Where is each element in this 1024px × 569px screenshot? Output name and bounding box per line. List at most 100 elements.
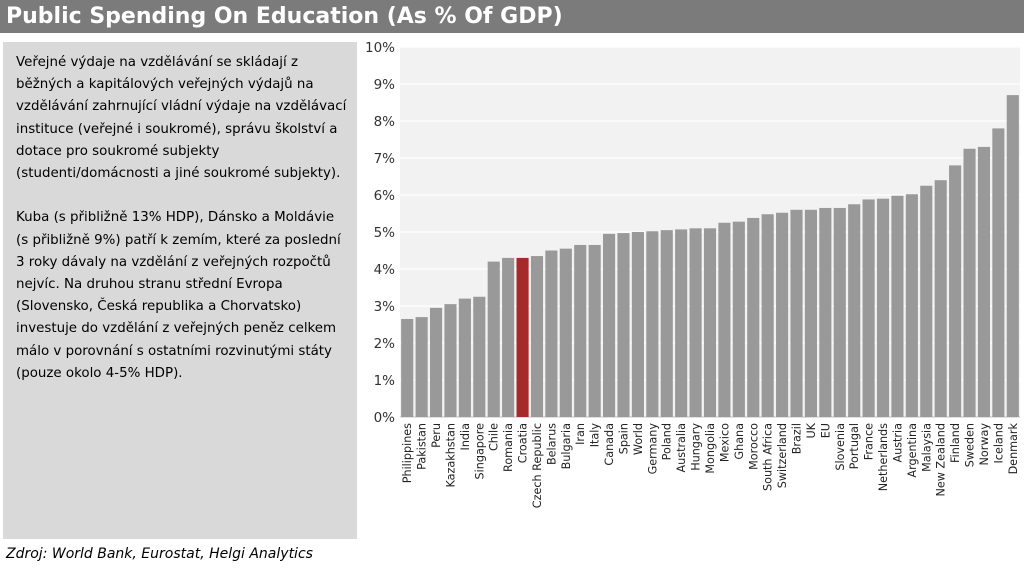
x-tick-label: Portugal	[848, 423, 861, 469]
x-tick-label: New Zealand	[935, 423, 948, 497]
bar	[530, 256, 544, 417]
bar	[905, 194, 918, 417]
description-panel: Veřejné výdaje na vzdělávání se skládají…	[3, 42, 357, 539]
y-tick-label: 0%	[374, 410, 396, 426]
page-title: Public Spending On Education (As % Of GD…	[6, 4, 563, 29]
bar	[934, 180, 947, 417]
y-tick-label: 3%	[374, 299, 396, 315]
x-tick-label: Ghana	[733, 423, 746, 460]
x-tick-label: Hungary	[690, 423, 703, 471]
bar	[516, 257, 529, 417]
x-tick-label: Sweden	[964, 423, 977, 467]
x-tick-label: Iceland	[992, 423, 1005, 464]
x-tick-label: Poland	[661, 423, 674, 460]
bar	[401, 318, 414, 417]
y-tick-label: 1%	[374, 373, 396, 389]
bar	[588, 244, 601, 417]
bar	[545, 250, 558, 417]
y-tick-label: 5%	[374, 225, 396, 241]
bar	[833, 207, 846, 417]
x-tick-label: Pakistan	[416, 423, 429, 470]
x-tick-label: Switzerland	[776, 423, 789, 488]
x-tick-label: Austria	[891, 423, 904, 463]
bar	[444, 304, 457, 417]
x-tick-label: Australia	[675, 423, 688, 473]
bar	[747, 217, 760, 417]
x-tick-label: Peru	[430, 423, 443, 448]
x-tick-label: Brazil	[791, 423, 804, 454]
x-tick-label: Mongolia	[704, 423, 717, 474]
x-tick-label: Netherlands	[877, 423, 890, 491]
bar	[689, 228, 702, 417]
bar-chart: 0% 1% 2% 3% 4% 5% 6% 7% 8% 9% 10% Philippines Pakist…	[365, 40, 1020, 508]
x-tick-label: Norway	[978, 423, 991, 466]
bar	[675, 229, 688, 417]
y-tick-label: 2%	[374, 336, 396, 352]
x-tick-label: Morocco	[747, 423, 760, 470]
x-tick-label: Mexico	[718, 423, 731, 462]
x-tick-label: Finland	[949, 423, 962, 463]
x-tick-label: Romania	[502, 423, 515, 472]
x-tick-label: World	[632, 423, 645, 455]
x-tick-label: Denmark	[1007, 422, 1020, 474]
chart-container: 0% 1% 2% 3% 4% 5% 6% 7% 8% 9% 10% Philippines Pakist…	[358, 36, 1024, 546]
y-tick-label: 9%	[374, 77, 396, 93]
y-tick-label: 4%	[374, 262, 396, 278]
bar	[977, 146, 991, 417]
bar	[790, 209, 803, 417]
bar	[487, 261, 500, 417]
y-tick-label: 8%	[374, 114, 396, 130]
x-tick-label: Kazakhstan	[444, 423, 457, 487]
bar	[732, 221, 745, 417]
bar	[603, 233, 616, 417]
x-tick-label: Malaysia	[920, 423, 933, 472]
bar	[458, 298, 471, 417]
bar	[559, 248, 572, 417]
description-paragraph-2: Kuba (s přibližně 13% HDP), Dánsko a Mol…	[16, 210, 341, 381]
bar	[703, 228, 717, 417]
x-tick-label: South Africa	[762, 423, 775, 491]
x-tick-label: Iran	[574, 423, 587, 445]
bar	[646, 231, 659, 417]
x-tick-label: Germany	[646, 423, 659, 475]
bar	[574, 244, 587, 417]
bar	[1006, 95, 1019, 417]
x-tick-label: France	[863, 423, 876, 460]
title-bar: Public Spending On Education (As % Of GD…	[0, 0, 1024, 33]
x-tick-label: Spain	[617, 423, 630, 454]
x-tick-label: Bulgaria	[560, 423, 573, 469]
bar	[848, 204, 861, 417]
y-tick-label: 6%	[374, 188, 396, 204]
x-tick-label: Belarus	[545, 423, 558, 465]
x-tick-label: Italy	[589, 423, 602, 448]
source-note: Zdroj: World Bank, Eurostat, Helgi Analy…	[6, 546, 313, 562]
bar	[920, 185, 933, 417]
bar	[473, 296, 486, 417]
x-tick-label: Slovenia	[834, 423, 847, 471]
bar	[891, 195, 904, 417]
x-tick-label: India	[459, 423, 472, 450]
bar	[876, 198, 890, 417]
x-tick-label: Philippines	[401, 423, 414, 483]
y-tick-label: 10%	[365, 40, 395, 56]
bar	[804, 209, 817, 417]
x-tick-label: EU	[819, 423, 832, 438]
x-tick-label: Chile	[488, 423, 501, 451]
bar	[631, 232, 644, 417]
x-tick-label: Canada	[603, 423, 616, 466]
bar	[949, 165, 962, 417]
bar	[660, 230, 673, 417]
x-tick-label: UK	[805, 422, 818, 438]
bar	[963, 148, 976, 417]
x-tick-label: Czech Republic	[531, 423, 544, 508]
x-tick-label: Croatia	[517, 423, 530, 463]
bar	[617, 233, 630, 417]
bar	[502, 257, 515, 417]
bar	[429, 307, 443, 417]
bar	[718, 222, 731, 417]
x-tick-label: Singapore	[473, 423, 486, 480]
bar	[415, 317, 428, 417]
y-tick-label: 7%	[374, 151, 396, 167]
bar	[862, 199, 875, 417]
description-paragraph-1: Veřejné výdaje na vzdělávání se skládají…	[16, 55, 347, 182]
